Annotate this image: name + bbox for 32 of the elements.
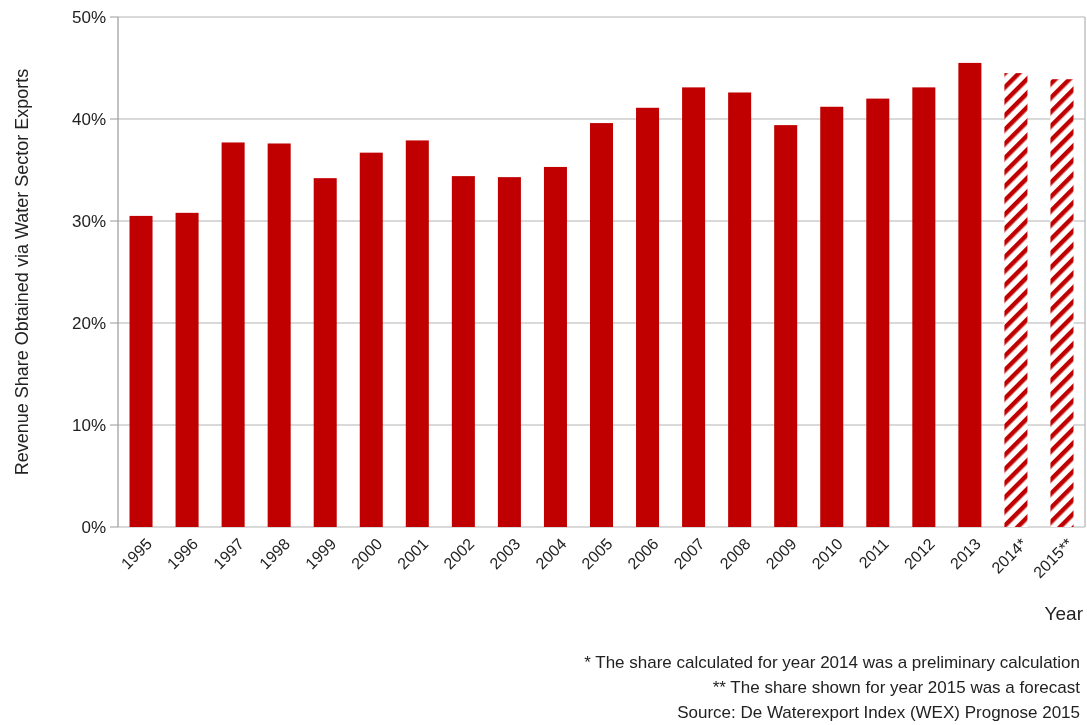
y-tick-label: 20% (71, 313, 106, 333)
bar (129, 215, 153, 527)
y-tick-label: 30% (71, 211, 106, 231)
bar (958, 62, 982, 527)
bar (451, 176, 475, 527)
bar (405, 140, 429, 527)
y-tick-label: 40% (71, 109, 106, 129)
bar (820, 106, 844, 527)
bar (774, 125, 798, 527)
bar (1050, 79, 1074, 527)
bar (543, 166, 567, 527)
bar (912, 87, 936, 527)
bar (359, 152, 383, 527)
bar (497, 177, 521, 527)
bar (589, 123, 614, 527)
y-tick-label: 50% (71, 7, 106, 27)
bar (221, 142, 245, 527)
bar (267, 143, 291, 527)
bar (728, 92, 752, 527)
bar (636, 107, 660, 527)
bar (866, 98, 890, 527)
text: ** The share shown for year 2015 was a forecast (712, 678, 1081, 697)
x-axis-title: Year (1044, 603, 1084, 624)
bar (1004, 73, 1028, 527)
y-tick-label: 10% (71, 415, 106, 435)
source-note: Source: De Waterexport Index (WEX) Prognose 2015 (677, 703, 1080, 722)
bar (313, 178, 337, 527)
bar (175, 212, 199, 527)
text: * The share calculated for year 2014 was a preliminary calculation (584, 653, 1080, 672)
y-tick-label: 0% (81, 517, 106, 537)
y-axis-title: Revenue Share Obtained via Water Sector Exports (12, 68, 32, 476)
bar (682, 87, 706, 527)
